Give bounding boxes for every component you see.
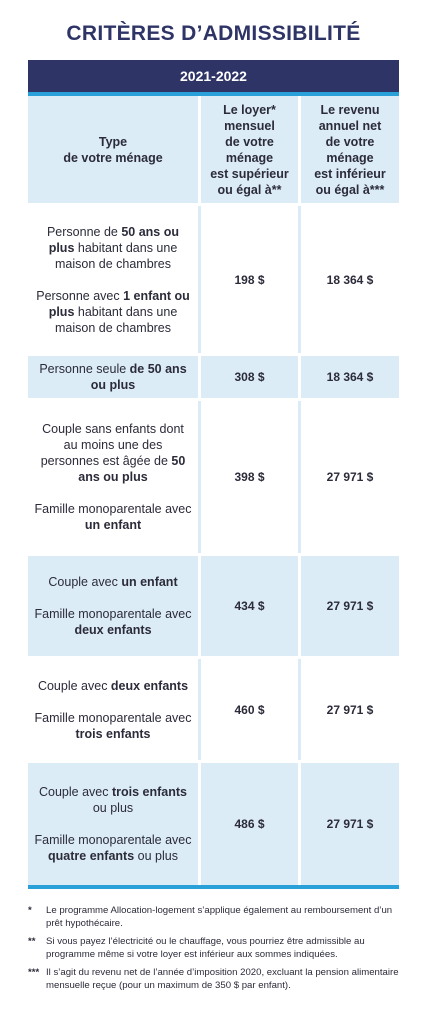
header-revenu-line: ménage xyxy=(326,150,374,165)
plain-text: Personne avec xyxy=(36,288,124,303)
type-cell: Couple sans enfants dont au moins une de… xyxy=(28,401,198,553)
revenu-value: 27 971 $ xyxy=(298,556,399,656)
plain-text: Famille monoparentale avec xyxy=(34,710,192,725)
header-type-line: de votre ménage xyxy=(63,150,163,165)
loyer-value: 308 $ xyxy=(198,356,298,398)
revenu-value: 27 971 $ xyxy=(298,401,399,553)
loyer-value: 398 $ xyxy=(198,401,298,553)
emphasis-text: ou plus xyxy=(103,470,148,484)
emphasis-text: de 50 ans ou plus xyxy=(90,362,187,392)
loyer-value: 460 $ xyxy=(198,659,298,760)
revenu-value: 18 364 $ xyxy=(298,206,399,353)
header-type-line: Type xyxy=(98,134,128,149)
revenu-value: 18 364 $ xyxy=(298,356,399,398)
plain-text: Personne seule xyxy=(39,362,130,376)
plain-text: Couple sans enfants dont au moins une de… xyxy=(40,422,184,468)
header-loyer: Le loyer* mensuel de votre ménage est su… xyxy=(198,96,298,203)
loyer-value: 434 $ xyxy=(198,556,298,656)
plain-text: Famille monoparentale avec xyxy=(34,607,192,621)
table-bottom-rule xyxy=(28,885,399,889)
plain-text: Personne de xyxy=(46,224,122,239)
type-cell: Couple avec un enfant Famille monoparent… xyxy=(28,556,198,656)
household-type-text: Famille monoparentale avec deux enfants xyxy=(34,606,192,638)
emphasis-text: deux enfants xyxy=(74,623,152,637)
plain-text: Famille monoparentale avec xyxy=(34,833,192,847)
header-loyer-line: ou égal à** xyxy=(217,182,282,197)
emphasis-text: trois enfants xyxy=(111,785,187,799)
plain-text: ou plus xyxy=(134,849,178,863)
plain-text: Couple avec xyxy=(37,678,111,693)
footnote-text: Le programme Allocation-logement s’appli… xyxy=(46,905,393,929)
emphasis-text: 50 ans xyxy=(121,224,161,239)
header-revenu-line: annuel net xyxy=(318,118,382,133)
plain-text: ou plus xyxy=(92,801,134,815)
type-cell: Couple avec trois enfants ou plus Famill… xyxy=(28,763,198,885)
table-row: Couple avec deux enfants Famille monopar… xyxy=(28,659,399,763)
header-type: Type de votre ménage xyxy=(28,96,198,203)
emphasis-text: quatre enfants xyxy=(48,849,135,863)
household-type-text: Couple sans enfants dont au moins une de… xyxy=(34,421,192,485)
household-type-text: Couple avec un enfant xyxy=(48,574,177,590)
footnote: ** Si vous payez l’électricité ou le cha… xyxy=(28,935,408,961)
table-row: Couple avec trois enfants ou plus Famill… xyxy=(28,763,399,885)
plain-text: habitant dans une maison de chambres xyxy=(54,304,178,335)
plain-text: habitant dans une maison de chambres xyxy=(54,240,178,271)
header-revenu-line: ou égal à*** xyxy=(315,182,385,197)
revenu-value: 27 971 $ xyxy=(298,659,399,760)
household-type-text: Personne seule de 50 ans ou plus xyxy=(34,361,192,393)
header-loyer-line: mensuel xyxy=(224,118,275,133)
footnote: *** Il s’agit du revenu net de l’année d… xyxy=(28,966,408,992)
footnote-mark: ** xyxy=(28,936,36,947)
table-header-row: Type de votre ménage Le loyer* mensuel d… xyxy=(28,96,399,206)
eligibility-table: 2021-2022 Type de votre ménage Le loyer*… xyxy=(28,60,399,889)
plain-text: Famille monoparentale avec xyxy=(34,502,192,516)
emphasis-text: trois enfants xyxy=(75,726,151,741)
footnote-mark: * xyxy=(28,905,32,916)
type-cell: Personne seule de 50 ans ou plus xyxy=(28,356,198,398)
footnote: * Le programme Allocation-logement s’app… xyxy=(28,904,408,930)
emphasis-text: un enfant xyxy=(84,518,142,532)
header-loyer-line: est supérieur xyxy=(210,166,289,181)
header-loyer-line: de votre xyxy=(225,134,274,149)
loyer-value: 198 $ xyxy=(198,206,298,353)
plain-text: Couple avec xyxy=(48,575,122,589)
table-row: Personne de 50 ans ou plus habitant dans… xyxy=(28,206,399,356)
year-header: 2021-2022 xyxy=(28,60,399,96)
household-type-text: Personne avec 1 enfant ou plus habitant … xyxy=(34,288,192,336)
header-revenu-line: Le revenu xyxy=(320,102,380,117)
emphasis-text: un enfant xyxy=(121,575,178,589)
type-cell: Personne de 50 ans ou plus habitant dans… xyxy=(28,206,198,353)
header-revenu: Le revenu annuel net de votre ménage est… xyxy=(298,96,399,203)
header-loyer-line: Le loyer* xyxy=(223,102,276,117)
emphasis-text: 1 enfant ou plus xyxy=(48,288,190,319)
type-cell: Couple avec deux enfants Famille monopar… xyxy=(28,659,198,760)
footnote-text: Si vous payez l’électricité ou le chauff… xyxy=(46,936,365,960)
loyer-value: 486 $ xyxy=(198,763,298,885)
page-title: CRITÈRES D’ADMISSIBILITÉ xyxy=(66,22,361,45)
household-type-text: Personne de 50 ans ou plus habitant dans… xyxy=(34,224,192,272)
emphasis-text: deux enfants xyxy=(110,678,189,693)
table-row: Couple avec un enfant Famille monoparent… xyxy=(28,556,399,659)
household-type-text: Couple avec trois enfants ou plus xyxy=(34,784,192,816)
header-loyer-line: ménage xyxy=(225,150,274,165)
footnote-mark: *** xyxy=(28,967,40,978)
footnote-text: Il s’agit du revenu net de l’année d’imp… xyxy=(46,967,399,991)
footnotes: * Le programme Allocation-logement s’app… xyxy=(28,904,408,997)
household-type-text: Couple avec deux enfants xyxy=(38,678,188,694)
emphasis-text: ou plus xyxy=(48,224,180,255)
household-type-text: Famille monoparentale avec trois enfants xyxy=(34,710,192,742)
header-revenu-line: est inférieur xyxy=(314,166,386,181)
table-row: Personne seule de 50 ans ou plus 308 $ 1… xyxy=(28,356,399,401)
household-type-text: Famille monoparentale avec un enfant xyxy=(34,501,192,533)
emphasis-text: 50 ans xyxy=(78,454,186,484)
header-revenu-line: de votre xyxy=(325,134,375,149)
household-type-text: Famille monoparentale avec quatre enfant… xyxy=(34,832,192,864)
table-row: Couple sans enfants dont au moins une de… xyxy=(28,401,399,556)
revenu-value: 27 971 $ xyxy=(298,763,399,885)
plain-text: Couple avec xyxy=(39,785,112,799)
